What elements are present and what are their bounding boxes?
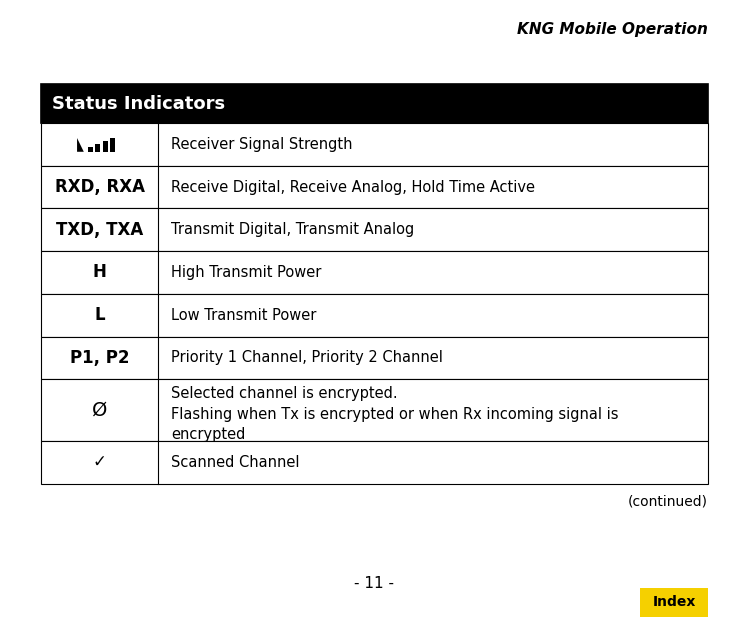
Bar bbox=[41, 251, 708, 294]
FancyBboxPatch shape bbox=[640, 588, 708, 617]
Text: Ø: Ø bbox=[92, 401, 107, 419]
Text: H: H bbox=[93, 263, 106, 281]
Bar bbox=[95, 144, 100, 152]
Text: - 11 -: - 11 - bbox=[354, 576, 395, 591]
Polygon shape bbox=[77, 138, 84, 152]
Text: Receiver Signal Strength: Receiver Signal Strength bbox=[172, 137, 353, 152]
Text: Status Indicators: Status Indicators bbox=[52, 95, 225, 112]
Bar bbox=[41, 441, 708, 484]
Text: (continued): (continued) bbox=[628, 495, 708, 509]
Text: ✓: ✓ bbox=[93, 453, 106, 471]
Bar bbox=[41, 208, 708, 251]
Text: High Transmit Power: High Transmit Power bbox=[172, 265, 322, 280]
Text: KNG Mobile Operation: KNG Mobile Operation bbox=[517, 22, 708, 37]
Text: P1, P2: P1, P2 bbox=[70, 349, 130, 367]
Bar bbox=[103, 141, 108, 152]
Text: Low Transmit Power: Low Transmit Power bbox=[172, 308, 317, 323]
Bar bbox=[41, 294, 708, 336]
Text: Receive Digital, Receive Analog, Hold Time Active: Receive Digital, Receive Analog, Hold Ti… bbox=[172, 180, 536, 195]
Bar bbox=[41, 336, 708, 379]
Bar bbox=[88, 147, 93, 152]
Text: Index: Index bbox=[652, 595, 696, 609]
Bar bbox=[41, 379, 708, 441]
Text: TXD, TXA: TXD, TXA bbox=[56, 221, 143, 239]
Bar bbox=[41, 123, 708, 165]
Text: Priority 1 Channel, Priority 2 Channel: Priority 1 Channel, Priority 2 Channel bbox=[172, 351, 443, 366]
Text: Selected channel is encrypted.
Flashing when Tx is encrypted or when Rx incoming: Selected channel is encrypted. Flashing … bbox=[172, 386, 619, 442]
Bar bbox=[41, 165, 708, 208]
Text: L: L bbox=[94, 306, 105, 324]
Bar bbox=[41, 84, 708, 123]
Text: Scanned Channel: Scanned Channel bbox=[172, 455, 300, 470]
Text: RXD, RXA: RXD, RXA bbox=[55, 178, 145, 196]
Text: Transmit Digital, Transmit Analog: Transmit Digital, Transmit Analog bbox=[172, 222, 415, 237]
Bar bbox=[110, 138, 115, 152]
